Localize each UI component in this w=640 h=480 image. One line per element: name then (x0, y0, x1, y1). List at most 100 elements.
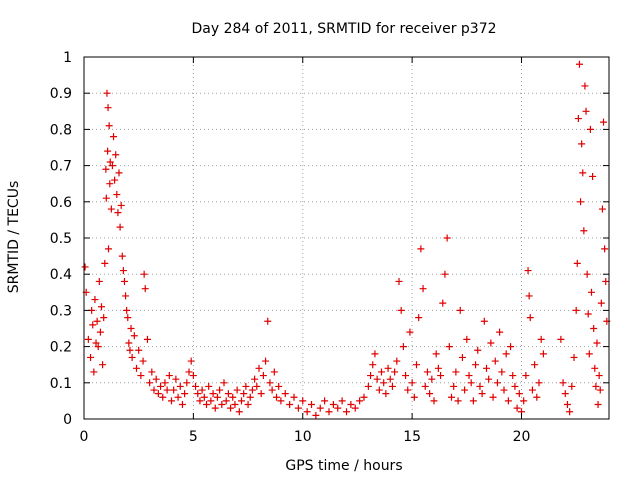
data-point (498, 368, 506, 376)
data-point (189, 372, 197, 380)
data-point (522, 372, 530, 380)
data-point (485, 375, 493, 383)
data-point (428, 375, 436, 383)
data-point (96, 328, 104, 336)
data-point (120, 277, 128, 285)
data-point (483, 364, 490, 372)
data-point (100, 314, 108, 322)
data-point (533, 393, 541, 401)
data-point (450, 382, 458, 390)
data-point (402, 372, 410, 380)
x-tick-label: 0 (80, 429, 89, 445)
data-point (84, 335, 92, 343)
data-point (308, 401, 315, 409)
data-point (574, 115, 582, 123)
data-point (585, 350, 593, 358)
y-tick-label: 0.4 (50, 267, 72, 283)
data-point (95, 277, 103, 285)
data-point (111, 176, 119, 184)
data-point (480, 317, 488, 325)
data-point (520, 397, 528, 405)
data-point (476, 382, 484, 390)
data-point (380, 379, 388, 387)
data-point (369, 361, 377, 369)
chart-title: Day 284 of 2011, SRMTID for receiver p37… (191, 21, 496, 37)
data-point (535, 379, 543, 387)
data-point (146, 379, 154, 387)
data-point (137, 372, 145, 380)
data-point (371, 350, 379, 358)
data-point (384, 364, 392, 372)
data-point (413, 361, 420, 369)
data-point (575, 60, 583, 68)
data-point (487, 339, 495, 347)
data-point (594, 401, 602, 409)
data-point (524, 267, 532, 275)
data-point (378, 368, 385, 376)
data-point (461, 386, 469, 394)
data-point (572, 306, 580, 314)
data-point (81, 263, 89, 271)
data-point (570, 353, 578, 361)
data-point (373, 375, 381, 383)
data-point (507, 343, 515, 351)
data-point (255, 364, 263, 372)
data-point (259, 372, 267, 380)
data-point (602, 277, 610, 285)
data-point (200, 393, 208, 401)
data-point (102, 194, 110, 202)
data-point (386, 375, 394, 383)
data-point (205, 382, 213, 390)
data-point (561, 390, 569, 398)
data-point (388, 382, 396, 390)
data-point (262, 357, 270, 365)
y-tick-label: 0.1 (50, 376, 72, 392)
data-point (338, 397, 346, 405)
data-point (531, 361, 539, 369)
data-point (227, 404, 235, 412)
y-tick-label: 0.2 (50, 340, 72, 356)
data-point (395, 277, 403, 285)
data-point (598, 205, 606, 213)
data-point (528, 386, 536, 394)
data-point (244, 401, 252, 409)
data-point (578, 140, 586, 148)
data-point (148, 368, 156, 376)
data-point (99, 361, 107, 369)
data-point (557, 335, 565, 343)
data-point (454, 397, 462, 405)
x-tick-label: 20 (513, 429, 531, 445)
data-point (94, 343, 102, 351)
data-point (233, 386, 241, 394)
data-point (159, 393, 167, 401)
data-point (253, 382, 261, 390)
data-point (463, 335, 471, 343)
data-point (123, 306, 131, 314)
data-point (465, 372, 473, 380)
data-point (496, 328, 504, 336)
data-point (89, 321, 97, 329)
data-point (434, 364, 442, 372)
data-point (211, 404, 219, 412)
data-point (93, 317, 101, 325)
data-point (257, 390, 265, 398)
data-point (316, 404, 324, 412)
data-point (329, 401, 337, 409)
data-point (207, 397, 215, 405)
data-point (168, 397, 175, 405)
data-point (270, 368, 278, 376)
data-point (115, 169, 123, 177)
data-point (391, 368, 399, 376)
data-point (117, 201, 125, 209)
data-point (421, 382, 429, 390)
data-point (566, 408, 574, 416)
x-axis-label: GPS time / hours (285, 458, 402, 474)
data-point (408, 379, 416, 387)
data-point (343, 408, 350, 416)
data-point (104, 104, 112, 112)
data-point (143, 335, 151, 343)
data-point (445, 343, 453, 351)
data-point (98, 303, 105, 311)
data-point (573, 259, 581, 267)
